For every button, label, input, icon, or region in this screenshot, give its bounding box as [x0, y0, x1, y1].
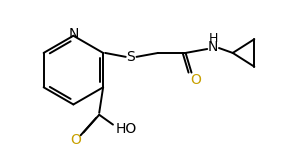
Text: H: H — [208, 32, 218, 45]
Text: N: N — [68, 27, 78, 41]
Text: HO: HO — [116, 121, 137, 136]
Text: S: S — [126, 50, 135, 64]
Text: O: O — [190, 73, 201, 87]
Text: O: O — [70, 133, 81, 147]
Text: N: N — [208, 40, 218, 54]
